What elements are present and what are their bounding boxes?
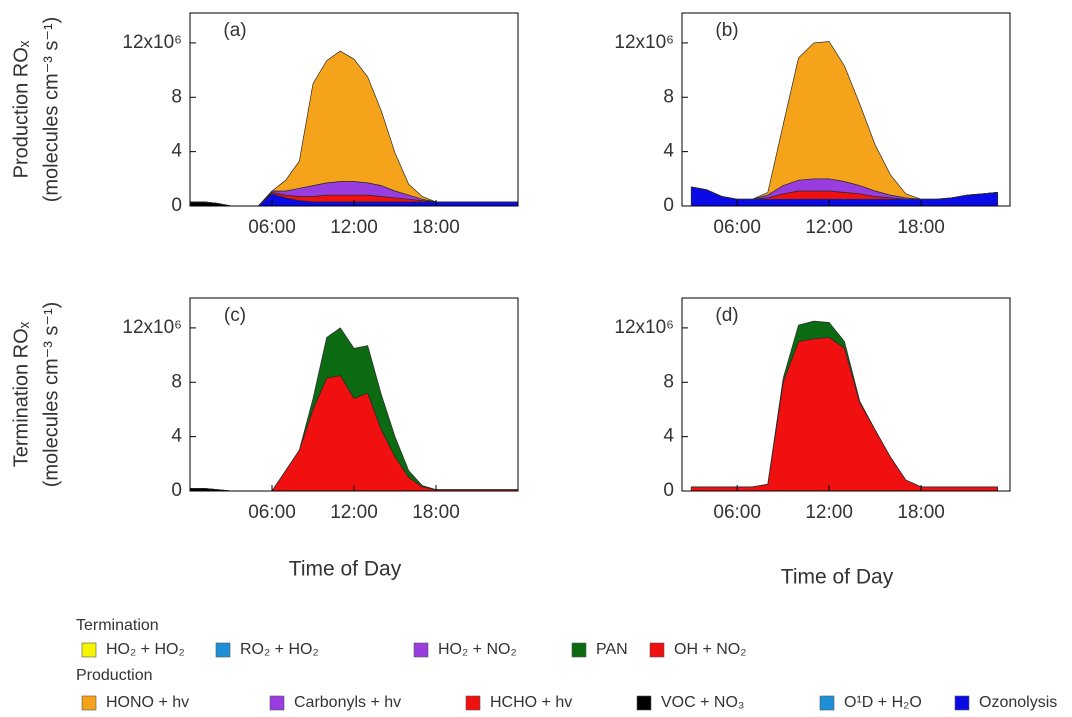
plot-area: [690, 320, 999, 491]
area-series: [690, 337, 999, 491]
panel-label: (a): [223, 20, 246, 41]
y-tick-label: 12x10⁶: [614, 32, 674, 53]
y-tick-label: 12x10⁶: [122, 32, 182, 53]
legend-label: HONO + hv: [106, 694, 189, 711]
x-tick-label: 06:00: [713, 502, 761, 523]
legend-swatch: [954, 695, 970, 711]
x-tick-label: 12:00: [805, 217, 853, 238]
y-axis-label: (molecules cm⁻³ s⁻¹): [40, 302, 62, 488]
legend-swatch: [269, 695, 285, 711]
legend-label: RO₂ + HO₂: [240, 641, 319, 658]
legend-swatch: [81, 695, 97, 711]
legend-group-title: Termination: [76, 617, 159, 634]
legend-swatch: [465, 695, 481, 711]
area-series: [691, 41, 998, 200]
plot-frame: [681, 297, 1011, 492]
legend-label: Carbonyls + hv: [294, 694, 401, 711]
legend-swatch: [413, 642, 429, 658]
legend-label: O¹D + H₂O: [844, 694, 922, 711]
legend-label: HCHO + hv: [490, 694, 572, 711]
y-axis-label: Termination ROₓ: [10, 321, 32, 467]
x-tick-label: 12:00: [805, 502, 853, 523]
x-tick-label: 06:00: [713, 217, 761, 238]
y-tick-label: 0: [171, 195, 182, 216]
legend-label: OH + NO₂: [674, 641, 746, 658]
area-series: [190, 327, 518, 491]
x-tick-label: 18:00: [412, 217, 460, 238]
legend-label: VOC + NO₃: [661, 694, 744, 711]
panel-label: (d): [715, 305, 738, 326]
x-tick-label: 18:00: [412, 502, 460, 523]
x-tick-label: 12:00: [330, 217, 378, 238]
x-tick-label: 12:00: [330, 502, 378, 523]
area-series: [190, 50, 518, 206]
x-tick-label: 06:00: [248, 502, 296, 523]
y-tick-label: 0: [663, 480, 674, 501]
y-tick-label: 0: [663, 195, 674, 216]
y-axis-label: Production ROₓ: [10, 40, 32, 178]
y-tick-label: 4: [663, 141, 674, 162]
legend-swatch: [819, 695, 835, 711]
y-tick-label: 4: [663, 426, 674, 447]
legend-label: PAN: [596, 641, 628, 658]
legend-swatch: [649, 642, 665, 658]
y-tick-label: 0: [171, 480, 182, 501]
legend-group-title: Production: [76, 667, 153, 684]
y-tick-label: 8: [171, 371, 182, 392]
y-axis-label: (molecules cm⁻³ s⁻¹): [40, 17, 62, 203]
panel-label: (b): [715, 20, 738, 41]
legend-swatch: [215, 642, 231, 658]
x-axis-label: Time of Day: [781, 566, 894, 589]
legend-label: HO₂ + HO₂: [106, 641, 185, 658]
x-axis-label: Time of Day: [289, 558, 402, 581]
x-tick-label: 18:00: [897, 502, 945, 523]
legend-label: HO₂ + NO₂: [438, 641, 517, 658]
legend-swatch: [81, 642, 97, 658]
x-tick-label: 06:00: [248, 217, 296, 238]
legend-swatch: [636, 695, 652, 711]
y-tick-label: 12x10⁶: [614, 317, 674, 338]
plot-area: [190, 50, 518, 206]
plot-area: [690, 41, 999, 206]
legend-swatch: [571, 642, 587, 658]
panel-label: (c): [224, 305, 246, 326]
y-tick-label: 4: [171, 141, 182, 162]
plot-frame: [681, 12, 1011, 207]
y-tick-label: 8: [171, 86, 182, 107]
y-tick-label: 12x10⁶: [122, 317, 182, 338]
legend-label: Ozonolysis: [979, 694, 1057, 711]
y-tick-label: 4: [171, 426, 182, 447]
y-tick-label: 8: [663, 371, 674, 392]
area-series: [691, 320, 998, 488]
y-tick-label: 8: [663, 86, 674, 107]
plot-area: [190, 327, 518, 491]
x-tick-label: 18:00: [897, 217, 945, 238]
